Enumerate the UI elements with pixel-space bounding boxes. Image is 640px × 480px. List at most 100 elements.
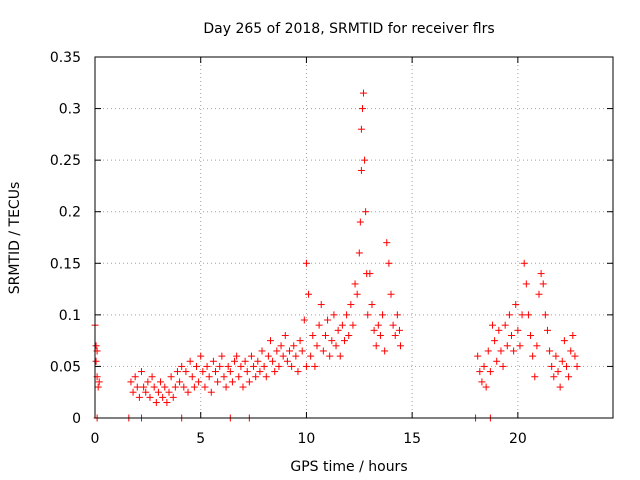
data-point — [484, 347, 492, 355]
data-point — [368, 301, 376, 309]
data-point — [296, 337, 304, 345]
data-point — [237, 362, 245, 370]
data-point — [154, 388, 162, 396]
data-point — [243, 368, 251, 376]
data-point — [505, 311, 513, 319]
data-point — [374, 321, 382, 329]
data-point — [522, 280, 530, 288]
data-point — [171, 383, 179, 391]
data-point — [190, 383, 198, 391]
data-point — [529, 352, 537, 360]
data-point — [503, 342, 511, 350]
data-point — [260, 362, 268, 370]
data-point — [556, 383, 564, 391]
data-point — [389, 321, 397, 329]
data-point — [307, 352, 315, 360]
data-point — [140, 383, 148, 391]
data-point — [95, 378, 103, 386]
data-point — [497, 347, 505, 355]
data-point — [501, 321, 509, 329]
data-point — [315, 321, 323, 329]
data-point — [264, 352, 272, 360]
data-point — [351, 280, 359, 288]
data-point — [360, 89, 368, 97]
data-point — [376, 331, 384, 339]
data-point — [569, 331, 577, 339]
plot-frame — [94, 56, 614, 419]
data-point — [543, 326, 551, 334]
data-point — [326, 352, 334, 360]
data-point — [357, 125, 365, 133]
data-point — [159, 393, 167, 401]
y-tick-label: 0.35 — [50, 50, 81, 66]
data-point — [197, 352, 205, 360]
data-point — [254, 357, 262, 365]
data-point — [180, 383, 188, 391]
data-point — [218, 352, 226, 360]
data-point — [541, 311, 549, 319]
data-point — [546, 347, 554, 355]
data-point — [571, 352, 579, 360]
data-point — [343, 311, 351, 319]
axes: 0 0.05 0.1 0.15 0.2 0.25 0.3 0.35 0 5 10 15 20 — [50, 50, 614, 447]
data-point — [381, 347, 389, 355]
data-point — [332, 342, 340, 350]
y-tick-label: 0.3 — [59, 102, 81, 118]
data-point — [182, 368, 190, 376]
data-point — [516, 342, 524, 350]
data-point — [524, 311, 532, 319]
data-point — [317, 301, 325, 309]
data-point — [562, 362, 570, 370]
data-point — [245, 378, 253, 386]
data-point — [391, 331, 399, 339]
data-point — [298, 347, 306, 355]
data-point — [302, 362, 310, 370]
data-point — [201, 383, 209, 391]
data-point — [231, 357, 239, 365]
data-point — [372, 342, 380, 350]
x-tick-label: 20 — [509, 431, 527, 447]
data-point — [184, 388, 192, 396]
data-point — [262, 373, 270, 381]
data-point — [518, 311, 526, 319]
data-point — [273, 347, 281, 355]
data-point — [356, 218, 364, 226]
data-point — [186, 357, 194, 365]
data-point — [349, 321, 357, 329]
data-point — [537, 270, 545, 278]
data-point — [165, 388, 173, 396]
x-axis-label: GPS time / hours — [290, 459, 407, 475]
data-point — [531, 373, 539, 381]
y-tick-label: 0.05 — [50, 359, 81, 375]
data-point — [514, 326, 522, 334]
data-point — [94, 383, 102, 391]
data-point — [205, 373, 213, 381]
data-point — [474, 352, 482, 360]
data-point — [131, 373, 139, 381]
data-point — [328, 337, 336, 345]
data-point — [321, 331, 329, 339]
data-point — [283, 357, 291, 365]
data-point — [573, 362, 581, 370]
data-point — [478, 378, 486, 386]
data-point — [150, 383, 158, 391]
data-point — [353, 290, 361, 298]
data-point — [560, 337, 568, 345]
data-point — [311, 362, 319, 370]
data-point — [228, 378, 236, 386]
y-tick-label: 0.1 — [59, 308, 81, 324]
data-point — [493, 357, 501, 365]
x-tick-label: 15 — [403, 431, 421, 447]
data-point — [233, 352, 241, 360]
data-point — [133, 383, 141, 391]
data-point — [324, 316, 332, 324]
data-point — [319, 347, 327, 355]
data-point — [247, 352, 255, 360]
data-point — [199, 368, 207, 376]
data-point — [340, 337, 348, 345]
data-point — [161, 383, 169, 391]
y-axis-label: SRMTID / TECUs — [7, 182, 23, 295]
data-point — [370, 326, 378, 334]
data-point — [357, 166, 365, 174]
data-point — [167, 373, 175, 381]
